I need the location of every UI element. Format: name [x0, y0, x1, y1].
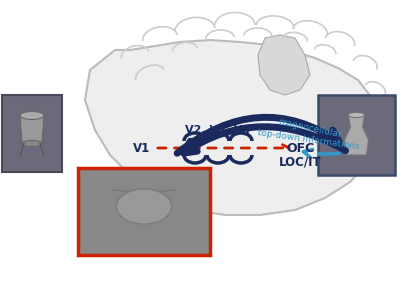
Ellipse shape — [20, 112, 44, 119]
FancyBboxPatch shape — [318, 95, 395, 175]
FancyArrowPatch shape — [304, 149, 339, 158]
Polygon shape — [20, 115, 44, 144]
FancyBboxPatch shape — [2, 95, 62, 172]
FancyArrowPatch shape — [158, 145, 289, 151]
Text: magnocellular: magnocellular — [277, 117, 342, 139]
FancyArrowPatch shape — [184, 127, 346, 153]
Ellipse shape — [348, 112, 365, 117]
Ellipse shape — [117, 189, 172, 224]
Polygon shape — [344, 115, 369, 155]
FancyBboxPatch shape — [78, 168, 210, 255]
Text: V2, V3, V4: V2, V3, V4 — [185, 125, 251, 135]
Text: top-down informations: top-down informations — [257, 128, 359, 151]
Polygon shape — [85, 40, 380, 215]
Polygon shape — [258, 35, 310, 95]
Text: LOC/IT: LOC/IT — [279, 155, 321, 169]
FancyArrowPatch shape — [177, 117, 339, 153]
Ellipse shape — [22, 140, 42, 146]
Text: OFC: OFC — [287, 142, 315, 155]
Text: V1: V1 — [133, 142, 150, 155]
